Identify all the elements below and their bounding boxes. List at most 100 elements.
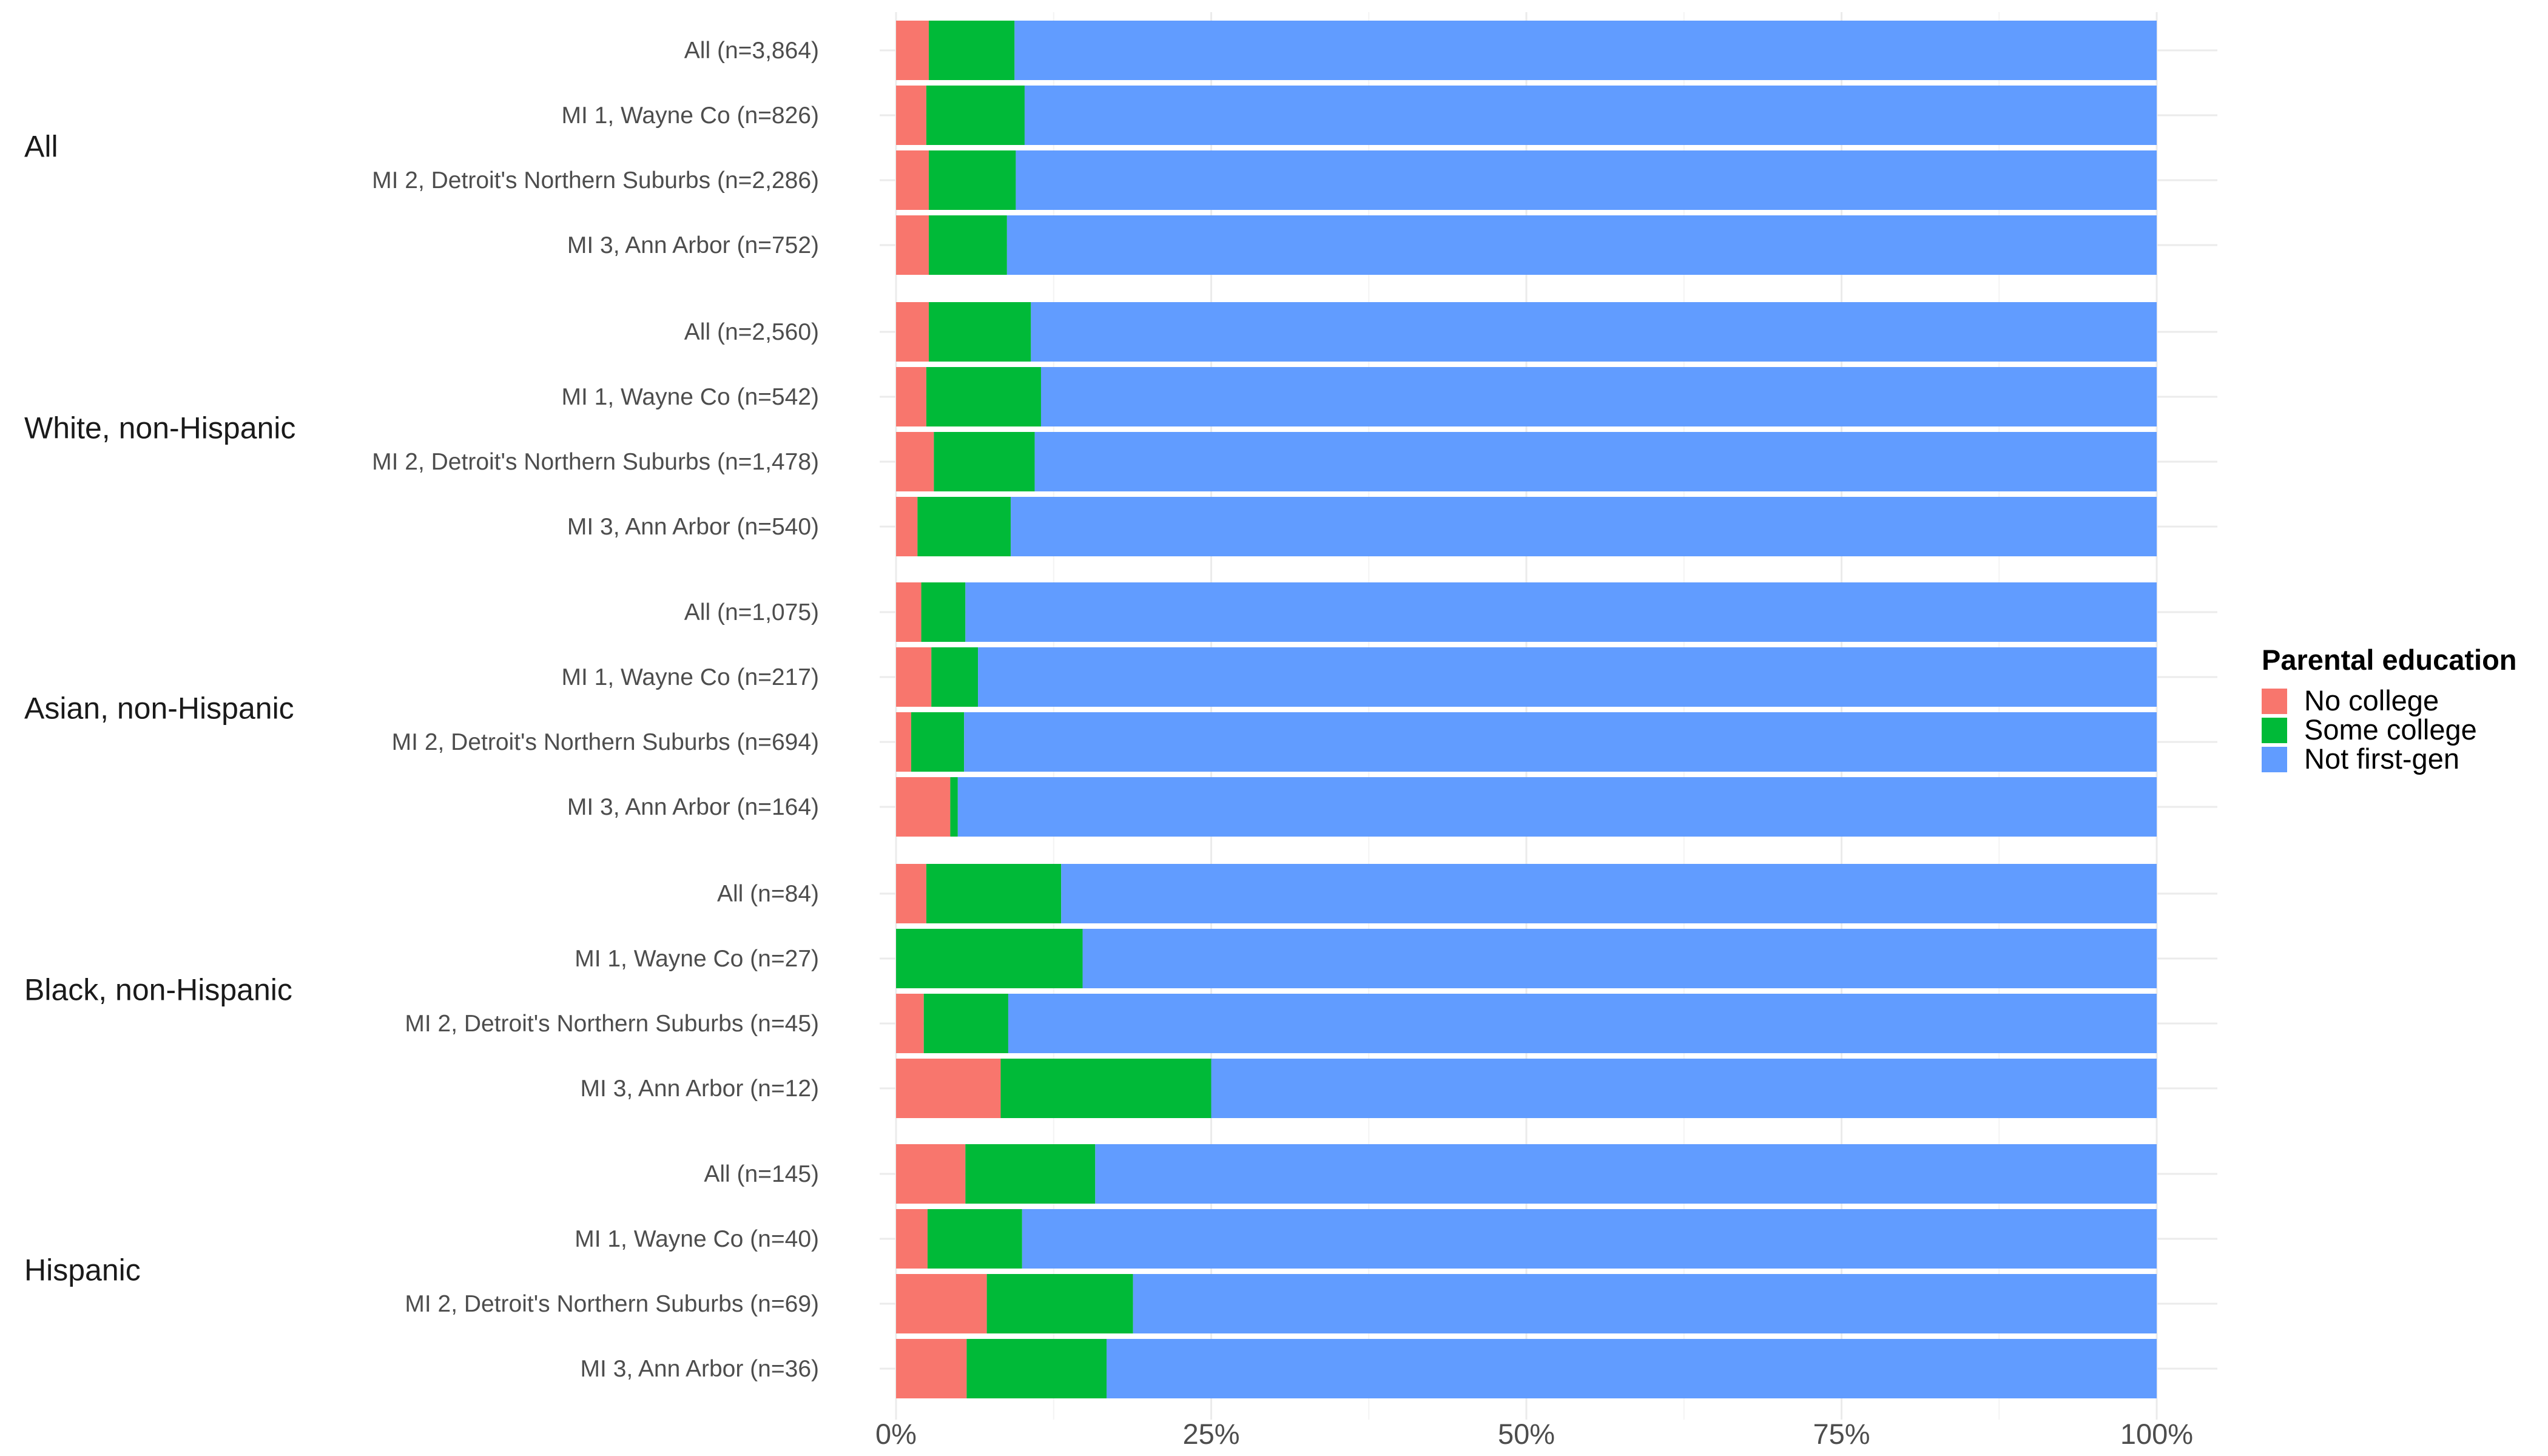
legend-label: Some college xyxy=(2304,713,2477,746)
group-labels: All White, non-Hispanic Asian, non-Hispani… xyxy=(24,130,295,1287)
y-tick-label: MI 1, Wayne Co (n=217) xyxy=(562,664,820,690)
y-tick-label: MI 1, Wayne Co (n=542) xyxy=(562,384,820,410)
y-tick-label: MI 1, Wayne Co (n=826) xyxy=(562,103,820,129)
bar-segment-not-first-gen xyxy=(1008,994,2157,1053)
group-label: Asian, non-Hispanic xyxy=(24,692,294,726)
bar-segment-no-college xyxy=(896,302,929,362)
x-tick-label: 0% xyxy=(875,1418,917,1450)
y-tick-label: MI 2, Detroit's Northern Suburbs (n=694) xyxy=(392,729,819,755)
y-tick-label: MI 1, Wayne Co (n=27) xyxy=(575,946,819,972)
y-tick-label: MI 1, Wayne Co (n=40) xyxy=(575,1226,819,1252)
x-tick-label: 100% xyxy=(2120,1418,2193,1450)
bar-segment-no-college xyxy=(896,712,911,772)
group-label: White, non-Hispanic xyxy=(24,411,295,445)
bar-segment-some-college xyxy=(929,21,1015,80)
legend-label: Not first-gen xyxy=(2304,743,2459,775)
y-axis-labels: All (n=3,864) MI 1, Wayne Co (n=826) MI 2,… xyxy=(372,38,819,1382)
y-tick-label: MI 2, Detroit's Northern Suburbs (n=69) xyxy=(405,1291,819,1317)
y-tick-label: MI 3, Ann Arbor (n=36) xyxy=(581,1356,819,1382)
bar-segment-not-first-gen xyxy=(1061,864,2157,923)
bar-segment-some-college xyxy=(896,929,1083,988)
y-tick-label: MI 2, Detroit's Northern Suburbs (n=1,47… xyxy=(372,449,819,475)
bar-segment-no-college xyxy=(896,777,951,837)
bar-segment-no-college xyxy=(896,497,918,556)
bar-segment-no-college xyxy=(896,86,926,145)
bar-segment-some-college xyxy=(911,712,965,772)
bar-segment-some-college xyxy=(926,864,1062,923)
y-tick-label: All (n=3,864) xyxy=(684,38,819,64)
bar-segment-not-first-gen xyxy=(1031,302,2157,362)
legend-label: No college xyxy=(2304,684,2439,716)
bar-segment-no-college xyxy=(896,1059,1001,1118)
bar-segment-some-college xyxy=(923,994,1008,1053)
bar-segment-not-first-gen xyxy=(957,777,2157,837)
bar-segment-not-first-gen xyxy=(964,712,2157,772)
bar-segment-no-college xyxy=(896,994,924,1053)
y-tick-label: All (n=2,560) xyxy=(684,319,819,345)
bar-segment-some-college xyxy=(921,582,966,642)
y-tick-label: MI 2, Detroit's Northern Suburbs (n=2,28… xyxy=(372,167,819,194)
bar-segment-no-college xyxy=(896,21,929,80)
bar-segment-no-college xyxy=(896,1209,928,1269)
bar-segment-no-college xyxy=(896,1144,966,1204)
x-tick-label: 75% xyxy=(1813,1418,1870,1450)
group-label: All xyxy=(24,130,58,164)
x-tick-label: 50% xyxy=(1498,1418,1555,1450)
x-axis-labels: 0% 25% 50% 75% 100% xyxy=(875,1418,2193,1450)
y-tick-label: All (n=145) xyxy=(704,1161,819,1187)
bar-segment-no-college xyxy=(896,432,934,491)
bar-segment-not-first-gen xyxy=(1034,432,2157,491)
y-tick-label: MI 3, Ann Arbor (n=540) xyxy=(567,514,819,540)
legend-key xyxy=(2262,689,2287,714)
legend-key xyxy=(2262,718,2287,743)
bar-segment-some-college xyxy=(931,647,979,707)
y-tick-label: All (n=1,075) xyxy=(684,599,819,625)
bar-segment-not-first-gen xyxy=(1040,367,2157,426)
bar-segment-some-college xyxy=(950,777,958,837)
bar-segment-no-college xyxy=(896,1274,987,1333)
bar-segment-some-college xyxy=(965,1144,1096,1204)
bar-segment-some-college xyxy=(929,150,1016,210)
bar-segment-some-college xyxy=(966,1339,1107,1398)
bar-segment-not-first-gen xyxy=(978,647,2157,707)
legend-key xyxy=(2262,747,2287,772)
bar-segment-no-college xyxy=(896,864,926,923)
bar-segment-not-first-gen xyxy=(1211,1059,2157,1118)
y-tick-label: All (n=84) xyxy=(717,881,819,907)
group-label: Hispanic xyxy=(24,1253,141,1287)
bar-segment-no-college xyxy=(896,1339,967,1398)
bar-segment-some-college xyxy=(929,215,1007,275)
y-tick-label: MI 3, Ann Arbor (n=752) xyxy=(567,232,819,258)
bar-segment-not-first-gen xyxy=(965,582,2157,642)
bar-segment-not-first-gen xyxy=(1011,497,2157,556)
group-label: Black, non-Hispanic xyxy=(24,973,292,1007)
bar-segment-not-first-gen xyxy=(1082,929,2157,988)
bar-segment-some-college xyxy=(926,86,1025,145)
bar-segment-not-first-gen xyxy=(1024,86,2157,145)
bar-segment-not-first-gen xyxy=(1014,21,2157,80)
legend-title: Parental education xyxy=(2262,644,2517,676)
bar-segment-no-college xyxy=(896,582,922,642)
x-tick-label: 25% xyxy=(1182,1418,1239,1450)
y-tick-label: MI 3, Ann Arbor (n=12) xyxy=(581,1076,819,1102)
bar-segment-some-college xyxy=(934,432,1035,491)
bar-segment-some-college xyxy=(917,497,1011,556)
bar-segment-not-first-gen xyxy=(1016,150,2157,210)
bar-segment-some-college xyxy=(929,302,1031,362)
bar-segment-some-college xyxy=(1000,1059,1212,1118)
bar-segment-not-first-gen xyxy=(1107,1339,2157,1398)
bar-segment-some-college xyxy=(927,1209,1022,1269)
bars xyxy=(896,21,2157,1398)
bar-segment-not-first-gen xyxy=(1095,1144,2157,1204)
y-tick-label: MI 3, Ann Arbor (n=164) xyxy=(567,794,819,820)
bar-segment-some-college xyxy=(986,1274,1133,1333)
bar-segment-no-college xyxy=(896,367,926,426)
y-tick-label: MI 2, Detroit's Northern Suburbs (n=45) xyxy=(405,1011,819,1037)
bar-segment-no-college xyxy=(896,150,929,210)
bar-segment-not-first-gen xyxy=(1006,215,2157,275)
bar-segment-no-college xyxy=(896,647,932,707)
bar-segment-not-first-gen xyxy=(1022,1209,2157,1269)
bar-segment-not-first-gen xyxy=(1133,1274,2157,1333)
